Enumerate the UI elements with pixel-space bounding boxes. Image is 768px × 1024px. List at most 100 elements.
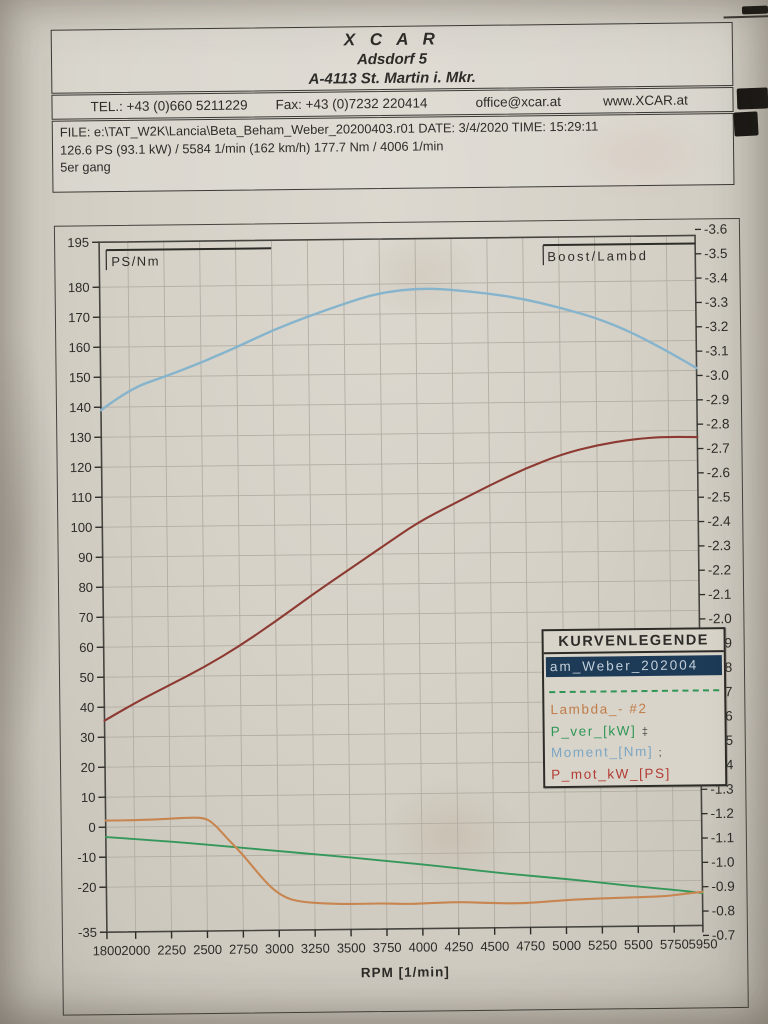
x-axis-label: 5000 [552,938,581,953]
gridline-horizontal [105,819,702,828]
curve-Moment_[Nm] [99,287,698,412]
scan-mark [733,111,759,137]
left-axis-label: 180 [68,280,90,295]
gridline-horizontal [99,280,696,288]
right-axis-label: -0.8 [712,903,735,918]
legend-entry-moment: Moment_[Nm] ; [550,743,662,761]
gridline-horizontal [101,459,698,468]
letterhead: X C A R Adsdorf 5 A-4113 St. Martin i. M… [50,22,734,94]
x-axis-label: 4000 [409,939,438,954]
right-axis-label: -0.9 [711,879,734,894]
dyno-chart: 195 180 170 160 150 140 130 120 110 100 90 80 70 60 50… [53,217,749,1016]
phone-number: TEL.: +43 (0)660 5211229 [90,97,248,115]
x-axis-label: 3500 [337,940,366,955]
curve-Lambda_- #2 [104,816,704,906]
left-axis-label: -20 [78,880,97,895]
right-axis-label: -3.6 [704,222,727,237]
x-axis-label: 2750 [229,941,258,956]
gridline-horizontal [99,310,696,318]
email-address: office@xcar.at [475,93,562,110]
left-axis-label: 100 [71,520,93,535]
left-axis-label: 80 [78,580,93,595]
gridline-horizontal [101,489,698,498]
scan-mark [741,5,768,15]
right-axis-label: -1.0 [711,855,734,870]
x-axis-label: 3000 [265,941,294,956]
left-axis-label: 20 [80,760,95,775]
right-axis-label: -3.1 [705,343,728,358]
gridline-horizontal [100,370,697,378]
fax-number: Fax: +43 (0)7232 220414 [275,95,428,113]
x-axis-title: RPM [1/min] [361,964,450,980]
right-axis-label: -3.2 [705,319,728,334]
x-axis-label: 2000 [121,943,150,958]
legend-entry-lambda: Lambda_- #2 [550,701,648,718]
left-axis-label: 10 [81,790,96,805]
right-axis-label: -2.4 [707,514,731,529]
right-axis-label: -2.9 [706,392,729,407]
gridline-horizontal [106,849,703,858]
x-axis-label: 3250 [301,941,330,956]
legend-title: KURVENLEGENDE [543,629,724,655]
left-axis-label: 40 [80,700,95,715]
left-axis-label: 50 [79,670,94,685]
legend-run-name: am_Weber_202004 [545,655,723,678]
scan-line-artifact [723,15,768,19]
legend-entry-pmot: P_mot_kW_[PS] [551,765,672,782]
right-axis-label: -3.0 [706,368,729,383]
left-axis-label: 195 [67,235,89,250]
curve-P_ver_[kW] [104,836,704,894]
gridline-horizontal [105,789,702,798]
left-axis-label: 150 [69,370,91,385]
left-axis-label: 140 [69,400,91,415]
left-axis-label: 120 [70,460,92,475]
scan-mark [736,87,768,110]
x-axis-label: 4500 [480,939,509,954]
gridline-horizontal [102,549,699,558]
gridline-horizontal [102,579,699,588]
right-axis-label: -2.1 [708,587,731,602]
right-axis-label: -3.3 [705,295,728,310]
gridline-horizontal [102,519,699,528]
right-axis-label: -2.7 [706,441,729,456]
x-axis-label: 5250 [588,937,617,952]
left-axis-label: 90 [78,550,93,565]
left-axis-label: 110 [71,490,92,505]
right-axis-label: -2.5 [707,489,730,504]
right-axis-label: -2.6 [707,465,730,480]
left-axis-label: -35 [78,925,97,940]
x-axis-label: 4250 [444,939,473,954]
x-axis-label: 3750 [373,940,402,955]
right-axis-label: -1.2 [711,806,734,821]
right-axis-label: -1.1 [711,830,734,845]
x-axis-label: 5950 [689,936,718,951]
website-url: www.XCAR.at [602,92,688,109]
curve-P_mot_kW_[PS] [103,435,699,722]
left-axis-label: -10 [77,850,96,865]
x-axis-label: 4750 [516,938,545,953]
left-axis-label: 30 [80,730,95,745]
right-axis-label: -3.5 [704,246,727,261]
left-axis-label: 170 [68,310,90,325]
gridline-horizontal [100,399,697,408]
gridline-horizontal [101,429,698,438]
gridline-horizontal [106,879,703,888]
x-axis-label: 2500 [193,942,222,957]
x-axis-label: 5750 [660,937,689,952]
right-axis-label: -3.4 [704,270,728,285]
right-bracket-line [543,242,696,247]
legend-entry-pver: P_ver_[kW] ‡ [550,722,649,739]
right-axis-unit-label: Boost/Lambd [547,248,648,264]
x-axis-label: 5500 [624,937,653,952]
left-axis-label: 60 [79,640,94,655]
legend-separator [549,689,720,694]
left-axis-label: 0 [88,820,95,835]
right-axis-label: -2.0 [708,611,731,626]
x-axis-label: 2250 [157,942,186,957]
right-axis-label: -2.2 [708,562,731,577]
left-axis-label: 130 [70,430,92,445]
left-bracket-line [106,247,272,252]
chart-canvas: 1951801701601501401301201101009080706050… [67,222,735,981]
